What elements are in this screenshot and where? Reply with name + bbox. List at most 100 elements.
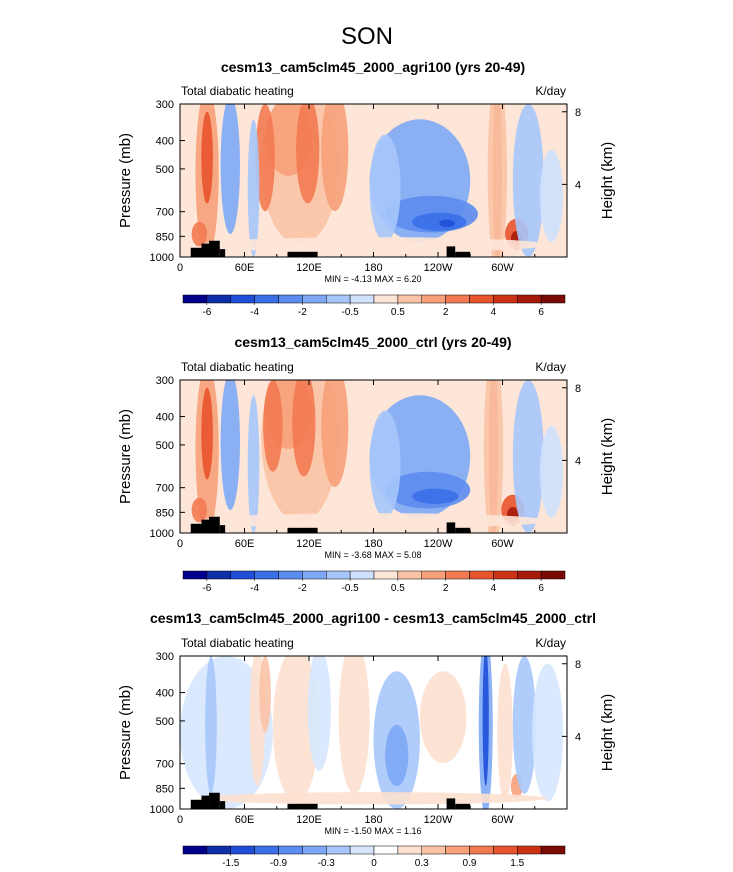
colorbar-swatch: [469, 294, 494, 304]
x-tick-label: 60E: [235, 538, 255, 550]
units-label: K/day: [535, 636, 566, 650]
colorbar-swatch: [326, 845, 351, 855]
colorbar-swatch: [373, 294, 399, 304]
contour-region: [512, 656, 537, 794]
colorbar-swatch: [182, 570, 208, 580]
contour-region: [439, 219, 455, 228]
contour-region: [272, 656, 320, 802]
colorbar-label: -4: [250, 583, 259, 594]
y-tick-label: 850: [156, 783, 174, 795]
chart-panel-3: cesm13_cam5clm45_2000_agri100 - cesm13_c…: [117, 610, 616, 869]
colorbar-swatch: [517, 570, 542, 580]
left-label: Total diabatic heating: [181, 636, 294, 650]
contour-region: [512, 380, 544, 533]
colorbar-swatch: [230, 294, 255, 304]
y2-tick-label: 4: [575, 179, 581, 191]
colorbar-swatch: [349, 294, 375, 304]
y-tick-label: 700: [156, 483, 174, 495]
x-tick-label: 60W: [491, 538, 514, 550]
min-max-stats: MIN = -4.13 MAX = 6.20: [324, 274, 421, 284]
colorbar-swatch: [326, 570, 351, 580]
contour-region: [539, 149, 564, 242]
colorbar-swatch: [469, 845, 494, 855]
units-label: K/day: [535, 84, 566, 98]
x-tick-label: 120E: [296, 262, 322, 274]
left-label: Total diabatic heating: [181, 84, 294, 98]
contour-region: [191, 221, 208, 247]
chart-panel-1: cesm13_cam5clm45_2000_agri100 (yrs 20-49…: [117, 59, 616, 318]
colorbar-swatch: [469, 570, 494, 580]
colorbar-label: 4: [491, 307, 497, 318]
min-max-stats: MIN = -3.68 MAX = 5.08: [324, 550, 421, 560]
season-title: SON: [341, 23, 393, 50]
colorbar-label: 0: [371, 858, 377, 869]
contour-region: [539, 425, 564, 518]
colorbar-label: -0.5: [342, 583, 360, 594]
x-tick-label: 120E: [296, 814, 322, 826]
y2-axis-label: Height (km): [599, 142, 616, 220]
topography-block: [209, 516, 220, 533]
y-tick-label: 400: [156, 412, 174, 424]
contour-region: [247, 119, 260, 257]
contour-region: [338, 656, 370, 794]
contour-region: [482, 656, 489, 787]
contour-region: [292, 380, 316, 477]
colorbar-label: -0.9: [270, 858, 288, 869]
y-tick-label: 700: [156, 207, 174, 219]
x-tick-label: 0: [177, 262, 183, 274]
colorbar-swatch: [445, 570, 470, 580]
topography-block: [455, 251, 471, 257]
x-tick-label: 120E: [296, 538, 322, 550]
colorbar-swatch: [397, 845, 422, 855]
topography-block: [455, 803, 471, 809]
x-tick-label: 180: [364, 262, 382, 274]
colorbar-swatch: [421, 845, 446, 855]
y2-axis-label: Height (km): [599, 418, 616, 496]
colorbar-swatch: [278, 845, 303, 855]
contour-region: [412, 488, 459, 504]
x-tick-label: 60W: [491, 262, 514, 274]
panel-title: cesm13_cam5clm45_2000_agri100 (yrs 20-49…: [221, 59, 525, 75]
colorbar-swatch: [349, 570, 375, 580]
colorbar-swatch: [540, 570, 566, 580]
colorbar-label: 0.3: [415, 858, 429, 869]
contour-region: [483, 380, 504, 533]
colorbar-label: 2: [443, 307, 449, 318]
contour-region: [180, 656, 273, 809]
x-tick-label: 180: [364, 538, 382, 550]
colorbar-label: 0.9: [463, 858, 477, 869]
y-tick-label: 850: [156, 507, 174, 519]
panel-title: cesm13_cam5clm45_2000_ctrl (yrs 20-49): [234, 334, 511, 350]
x-tick-label: 60E: [235, 262, 255, 274]
colorbar-label: 6: [538, 307, 544, 318]
topography-block: [201, 519, 210, 533]
colorbar-swatch: [254, 294, 279, 304]
contour-region: [263, 380, 283, 472]
x-tick-label: 120W: [424, 262, 453, 274]
colorbar-label: 6: [538, 583, 544, 594]
y-tick-label: 500: [156, 440, 174, 452]
y2-tick-label: 4: [575, 731, 581, 743]
colorbar-label: -0.3: [318, 858, 336, 869]
y2-tick-label: 8: [575, 107, 581, 119]
topography-block: [219, 525, 226, 533]
x-tick-label: 60W: [491, 814, 514, 826]
colorbar-label: -1.5: [222, 858, 240, 869]
contour-region: [296, 104, 320, 204]
colorbar-swatch: [421, 294, 446, 304]
colorbar-swatch: [182, 294, 208, 304]
colorbar-swatch: [349, 845, 375, 855]
colorbar-label: -6: [202, 307, 211, 318]
contour-region: [199, 237, 548, 253]
topography-block: [287, 527, 318, 533]
contour-region: [419, 671, 467, 764]
colorbar-swatch: [540, 294, 566, 304]
contour-region: [532, 663, 564, 802]
colorbar-label: -2: [298, 583, 307, 594]
topography-block: [446, 246, 456, 257]
colorbar-label: -2: [298, 307, 307, 318]
colorbar-swatch: [182, 845, 208, 855]
y-tick-label: 850: [156, 231, 174, 243]
y-tick-label: 1000: [150, 252, 174, 264]
contour-field: [180, 656, 567, 809]
